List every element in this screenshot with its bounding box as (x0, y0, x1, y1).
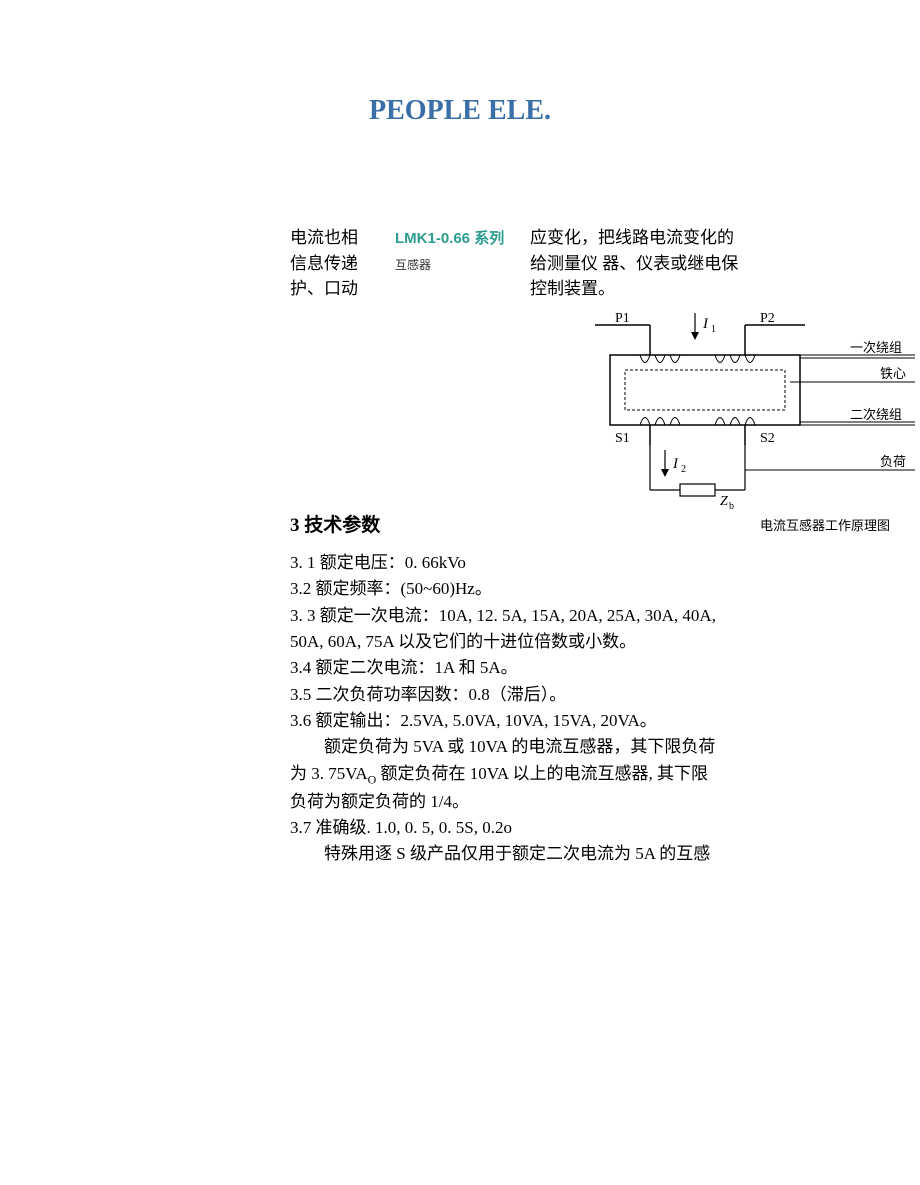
intro-right-3: 控制装置。 (530, 276, 920, 302)
spec-3-7b: 特殊用逐 S 级产品仅用于额定二次电流为 5A 的互感 (290, 841, 850, 867)
diagram-svg: P1 P2 I 1 S1 S2 Z b I 2 一 (595, 310, 915, 510)
diagram-caption: 电流互感器工作原理图 (760, 515, 890, 534)
label-i2-sub: 2 (681, 464, 686, 475)
spec-3-3b: 50A, 60A, 75A 以及它们的十进位倍数或小数。 (290, 629, 850, 655)
series-suffix: 系列 (474, 230, 504, 247)
label-load: 负荷 (880, 454, 906, 469)
label-zb: Z (720, 494, 728, 509)
intro-block: 电流也相 LMK1-0.66 系列 应变化，把线路电流变化的 信息传递 互感器 … (290, 225, 920, 302)
intro-left-1: 电流也相 (290, 225, 395, 251)
spec-3-6c-pre: 为 3. 75VA (290, 764, 368, 783)
label-i2: I (672, 456, 679, 472)
spec-3-7a: 3.7 准确级. 1.0, 0. 5, 0. 5S, 0.2o (290, 815, 850, 841)
transformer-diagram: P1 P2 I 1 S1 S2 Z b I 2 一 (595, 310, 915, 515)
label-core: 铁心 (880, 366, 906, 381)
label-p2: P2 (760, 311, 775, 326)
label-s2: S2 (760, 431, 775, 446)
intro-right-2: 给测量仪 器、仪表或继电保 (530, 251, 920, 277)
label-primary: 一次绕组 (850, 340, 902, 355)
spec-3-5: 3.5 二次负荷功率因数：0.8（滞后）。 (290, 682, 850, 708)
intro-right-1: 应变化，把线路电流变化的 (530, 225, 920, 251)
spec-3-6d: 负荷为额定负荷的 1/4。 (290, 789, 850, 815)
spec-3-6b: 额定负荷为 5VA 或 10VA 的电流互感器，其下限负荷 (290, 734, 850, 760)
spec-body: 3. 1 额定电压：0. 66kVo 3.2 额定频率：(50~60)Hz。 3… (290, 550, 850, 868)
label-p1: P1 (615, 311, 630, 326)
intro-left-2: 信息传递 (290, 251, 395, 277)
label-s1: S1 (615, 431, 630, 446)
spec-3-6c: 为 3. 75VAO 额定负荷在 10VA 以上的电流互感器, 其下限 (290, 761, 850, 789)
spec-3-3a: 3. 3 额定一次电流：10A, 12. 5A, 15A, 20A, 25A, … (290, 603, 850, 629)
page-title: PEOPLE ELE. (0, 95, 920, 127)
label-zb-sub: b (729, 501, 734, 510)
label-secondary: 二次绕组 (850, 407, 902, 422)
spec-3-6c-post: 额定负荷在 10VA 以上的电流互感器, 其下限 (376, 764, 708, 783)
spec-3-6c-sub: O (368, 772, 377, 786)
spec-3-4: 3.4 额定二次电流：1A 和 5A。 (290, 655, 850, 681)
series-code: LMK1-0.66 (395, 230, 470, 247)
spec-3-1: 3. 1 额定电压：0. 66kVo (290, 550, 850, 576)
series-label-line: LMK1-0.66 系列 (395, 225, 530, 251)
spec-3-2: 3.2 额定频率：(50~60)Hz。 (290, 576, 850, 602)
spec-3-6a: 3.6 额定输出：2.5VA, 5.0VA, 10VA, 15VA, 20VA。 (290, 708, 850, 734)
label-i1: I (702, 316, 709, 332)
label-i1-sub: 1 (711, 324, 716, 335)
section3-heading: 3 技术参数 (290, 510, 380, 537)
series-sub: 互感器 (395, 256, 530, 274)
intro-left-3: 护、口动 (290, 276, 395, 302)
